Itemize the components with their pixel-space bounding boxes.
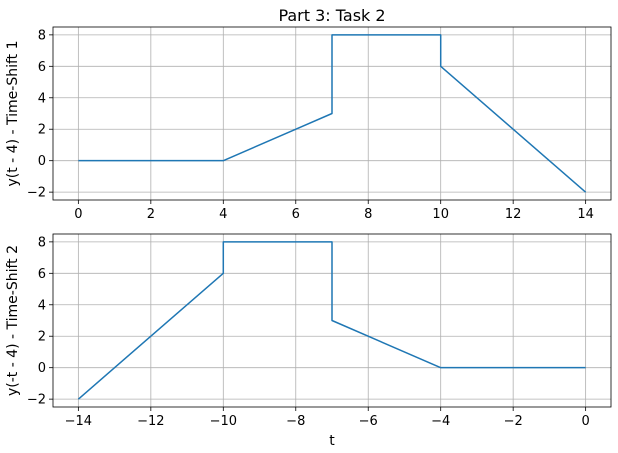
x-tick-label: 12 (505, 207, 522, 222)
x-tick-label: −6 (359, 414, 378, 429)
x-tick-label: 0 (581, 414, 589, 429)
series-line (77, 241, 586, 400)
y-tick-label: 2 (38, 123, 46, 138)
x-tick-label: 6 (292, 207, 300, 222)
bottom-subplot: −14 −12 −10 −8 −6 −4 −2 0 −2 0 2 4 6 8 y(-t - 4) - Tim… (5, 233, 612, 449)
y-axis-label: y(-t - 4) - Time-Shift 2 (5, 245, 21, 396)
x-tick-label: 10 (432, 207, 449, 222)
y-tick-label: 0 (38, 361, 46, 376)
y-tick-label: 2 (38, 330, 46, 345)
x-tick-label: −10 (210, 414, 237, 429)
axes-frame (52, 26, 612, 201)
x-tick-label: 0 (74, 207, 82, 222)
x-tick-label: 14 (577, 207, 594, 222)
y-tick-label: 6 (38, 60, 46, 75)
x-axis-label: t (329, 433, 335, 449)
y-tick-label: 4 (38, 298, 46, 313)
y-tick-label: −2 (27, 393, 46, 408)
x-tick-label: 8 (364, 207, 372, 222)
series-line (78, 34, 587, 193)
x-tick-label: −8 (286, 414, 305, 429)
x-tick-label: −12 (137, 414, 164, 429)
x-tick-label: −2 (504, 414, 523, 429)
y-tick-label: −2 (27, 186, 46, 201)
x-tick-label: −14 (65, 414, 92, 429)
x-tick-label: −4 (431, 414, 450, 429)
y-tick-label: 6 (38, 267, 46, 282)
x-tick-label: 4 (219, 207, 227, 222)
y-tick-label: 0 (38, 154, 46, 169)
y-tick-label: 8 (38, 28, 46, 43)
y-axis-label: y(t - 4) - Time-Shift 1 (5, 40, 21, 186)
x-tick-label: 2 (147, 207, 155, 222)
y-tick-label: 4 (38, 91, 46, 106)
chart-title: Part 3: Task 2 (278, 6, 385, 25)
y-tick-label: 8 (38, 235, 46, 250)
axes-frame (52, 233, 612, 408)
top-subplot: 0 2 4 6 8 10 12 14 −2 0 2 4 6 8 Part 3: Task 2 y(t - 4)… (5, 6, 612, 222)
